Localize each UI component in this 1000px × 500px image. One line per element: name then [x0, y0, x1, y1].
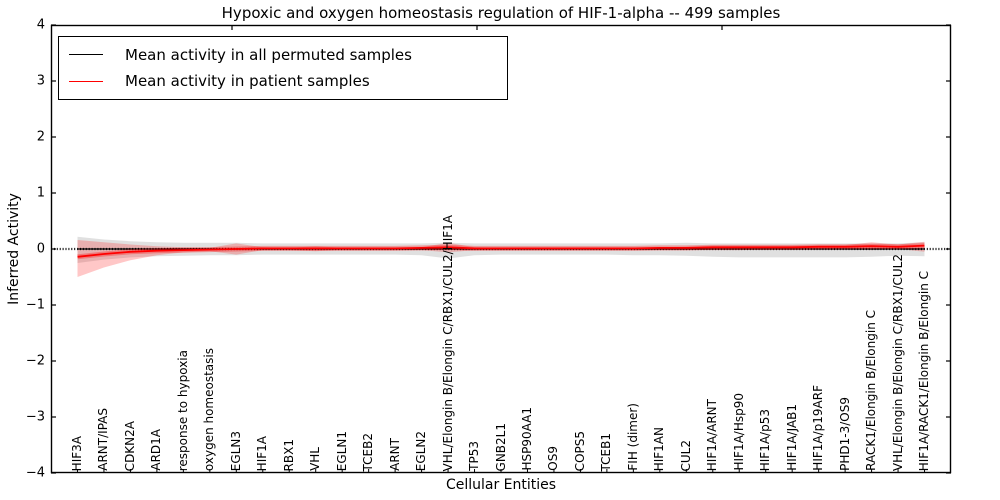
x-tick-label: HIF1A/ARNT: [705, 398, 720, 471]
y-tick-label: −1: [25, 297, 45, 313]
x-tick-label: HIF1AN: [652, 426, 667, 471]
legend-label-permuted: Mean activity in all permuted samples: [125, 45, 412, 64]
x-tick-label: GNB2L1: [493, 422, 508, 471]
x-tick-label: HIF1A/Hsp90: [731, 393, 746, 471]
x-tick-label: ARNT/IPAS: [96, 408, 111, 471]
x-tick-label: FIH (dimer): [625, 403, 640, 471]
chart-title: Hypoxic and oxygen homeostasis regulatio…: [221, 4, 781, 22]
x-tick-label: HIF3A: [69, 435, 84, 471]
x-tick-label: COPS5: [572, 430, 587, 471]
y-tick-label: 1: [36, 185, 45, 201]
x-axis-label: Cellular Entities: [445, 477, 557, 493]
y-tick-label: −2: [25, 353, 45, 369]
y-tick-label: 0: [36, 241, 45, 257]
legend-item-permuted: Mean activity in all permuted samples: [69, 46, 507, 64]
x-tick-label: CUL2: [678, 439, 693, 471]
x-tick-label: TCEB1: [599, 432, 614, 471]
x-tick-label: oxygen homeostasis: [202, 347, 217, 471]
x-tick-label: RACK1/Elongin B/Elongin C: [864, 310, 879, 471]
x-tick-label: HIF1A/JAB1: [784, 404, 799, 471]
y-tick-label: 4: [36, 17, 45, 33]
y-tick-label: 2: [36, 129, 45, 145]
x-tick-label: EGLN2: [414, 430, 429, 471]
legend-line-permuted-icon: [69, 54, 103, 56]
x-tick-label: RBX1: [281, 438, 296, 471]
x-tick-label: HSP90AA1: [519, 407, 534, 471]
x-tick-label: ARD1A: [149, 429, 164, 471]
x-tick-label: OS9: [546, 446, 561, 471]
y-tick-label: −4: [25, 465, 45, 481]
x-tick-label: response to hypoxia: [175, 349, 190, 471]
legend-line-patient-icon: [69, 80, 103, 82]
x-tick-label: HIF1A/p19ARF: [811, 385, 826, 471]
x-tick-label: CDKN2A: [122, 420, 137, 471]
y-tick-label: 3: [36, 73, 45, 89]
x-tick-label: VHL: [308, 447, 323, 471]
patient-mean-line: [77, 244, 925, 258]
x-tick-label: HIF1A/p53: [758, 408, 773, 471]
x-tick-label: EGLN1: [334, 430, 349, 471]
x-tick-label: TCEB2: [361, 432, 376, 471]
legend: Mean activity in all permuted samples Me…: [58, 36, 508, 100]
x-tick-label: VHL/Elongin B/Elongin C/RBX1/CUL2/HIF1A: [440, 214, 455, 471]
x-tick-label: HIF1A: [255, 435, 270, 471]
x-tick-label: TP53: [467, 441, 482, 471]
x-tick-label: EGLN3: [228, 430, 243, 471]
y-tick-label: −3: [25, 409, 45, 425]
x-tick-label: ARNT: [387, 438, 402, 471]
legend-label-patient: Mean activity in patient samples: [125, 72, 370, 91]
x-tick-label: PHD1-3/OS9: [837, 397, 852, 471]
legend-item-patient: Mean activity in patient samples: [69, 72, 507, 90]
x-tick-label: HIF1A/RACK1/Elongin B/Elongin C: [917, 270, 932, 471]
x-tick-label: VHL/Elongin B/Elongin C/RBX1/CUL2: [890, 253, 905, 471]
